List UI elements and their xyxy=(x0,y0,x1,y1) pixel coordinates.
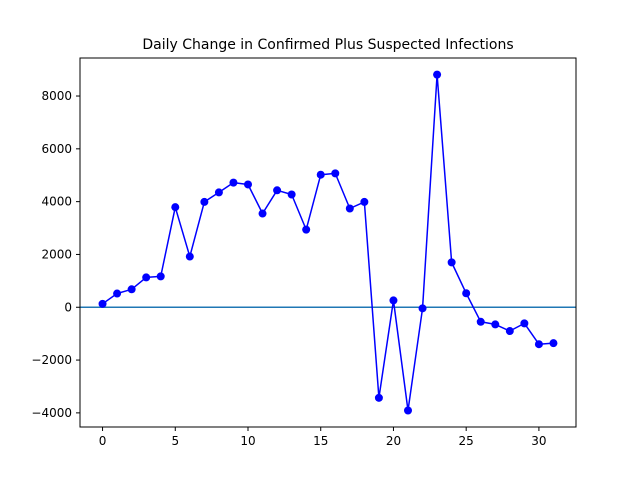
x-tick-label: 25 xyxy=(459,434,474,448)
series-layer xyxy=(98,70,558,415)
data-point-12 xyxy=(273,186,282,195)
data-point-8 xyxy=(214,188,223,197)
plot-frame xyxy=(79,57,577,428)
y-tick-label: −4000 xyxy=(31,406,72,420)
y-tick-label: −2000 xyxy=(31,353,72,367)
data-point-9 xyxy=(229,178,238,187)
y-tick-label: 6000 xyxy=(41,142,72,156)
data-point-28 xyxy=(505,327,514,336)
data-point-25 xyxy=(462,289,471,298)
data-point-21 xyxy=(404,406,412,415)
data-point-22 xyxy=(418,304,427,313)
x-tick-label: 15 xyxy=(313,434,328,448)
data-point-30 xyxy=(534,340,543,349)
y-tick-label: 0 xyxy=(64,300,72,314)
x-tick-label: 5 xyxy=(171,434,179,448)
x-tick-label: 0 xyxy=(99,434,107,448)
data-point-0 xyxy=(98,299,107,308)
data-point-23 xyxy=(433,70,442,79)
axes: 0 5 10 15 20 25 30 −4000 −2000 0 2000 4000 6000 8000 xyxy=(31,57,577,448)
plot-area xyxy=(80,58,576,427)
x-tick-label: 10 xyxy=(240,434,255,448)
data-point-7 xyxy=(200,197,209,206)
data-point-3 xyxy=(142,273,151,282)
data-point-4 xyxy=(156,272,165,281)
data-point-16 xyxy=(331,169,340,178)
data-point-20 xyxy=(389,296,398,305)
data-point-11 xyxy=(258,209,267,218)
data-point-5 xyxy=(171,203,180,212)
data-point-14 xyxy=(302,225,311,234)
y-tick-label: 4000 xyxy=(41,195,72,209)
data-point-1 xyxy=(113,289,122,298)
y-tick-label: 8000 xyxy=(41,89,72,103)
x-tick-label: 30 xyxy=(531,434,546,448)
data-point-31 xyxy=(549,339,558,348)
data-point-10 xyxy=(244,180,252,189)
y-tick-label: 2000 xyxy=(41,247,72,261)
series-line xyxy=(102,73,554,412)
data-point-26 xyxy=(476,317,485,326)
data-point-18 xyxy=(360,197,369,206)
data-point-2 xyxy=(127,285,136,294)
data-point-13 xyxy=(287,190,296,199)
data-point-15 xyxy=(316,170,325,179)
chart-title: Daily Change in Confirmed Plus Suspected… xyxy=(142,37,513,53)
data-point-29 xyxy=(520,319,529,328)
data-point-17 xyxy=(345,204,354,213)
data-point-19 xyxy=(374,393,383,402)
data-point-6 xyxy=(185,252,194,261)
x-tick-label: 20 xyxy=(386,434,401,448)
data-point-24 xyxy=(447,258,456,267)
data-point-27 xyxy=(491,320,500,329)
